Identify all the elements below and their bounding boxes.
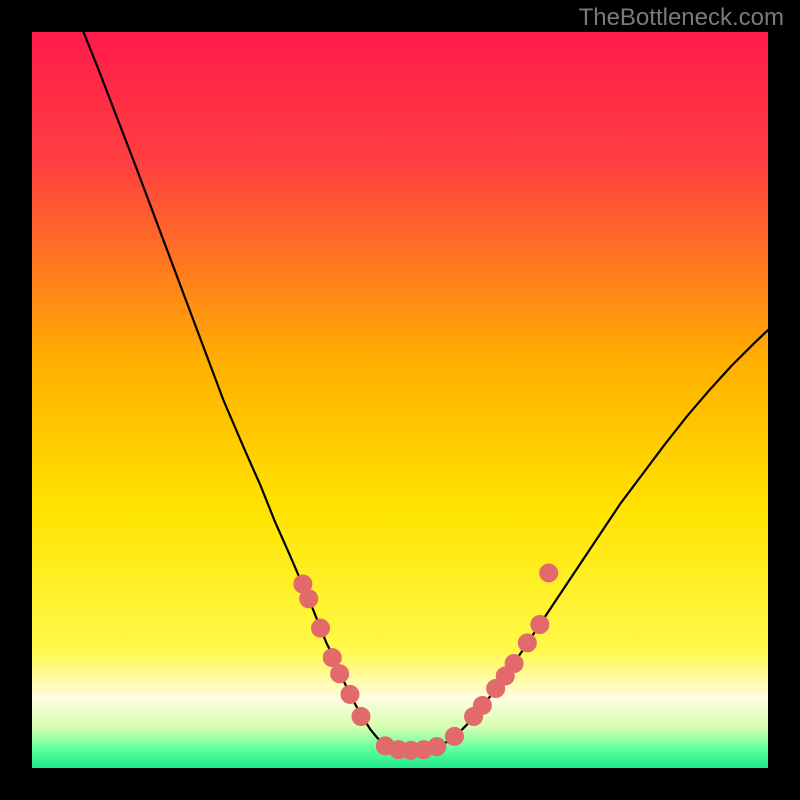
gradient-background — [32, 32, 768, 768]
curve-marker — [341, 685, 359, 703]
watermark-text: TheBottleneck.com — [579, 4, 784, 32]
curve-marker — [473, 696, 491, 714]
curve-marker — [428, 738, 446, 756]
curve-marker — [352, 707, 370, 725]
chart-frame: TheBottleneck.com — [0, 0, 800, 800]
curve-marker — [505, 654, 523, 672]
plot-area — [32, 32, 768, 768]
curve-marker — [312, 619, 330, 637]
curve-marker — [331, 665, 349, 683]
curve-marker — [300, 590, 318, 608]
curve-marker — [323, 649, 341, 667]
curve-marker — [540, 564, 558, 582]
curve-marker — [518, 634, 536, 652]
curve-marker — [445, 727, 463, 745]
curve-marker — [531, 615, 549, 633]
plot-svg — [32, 32, 768, 768]
